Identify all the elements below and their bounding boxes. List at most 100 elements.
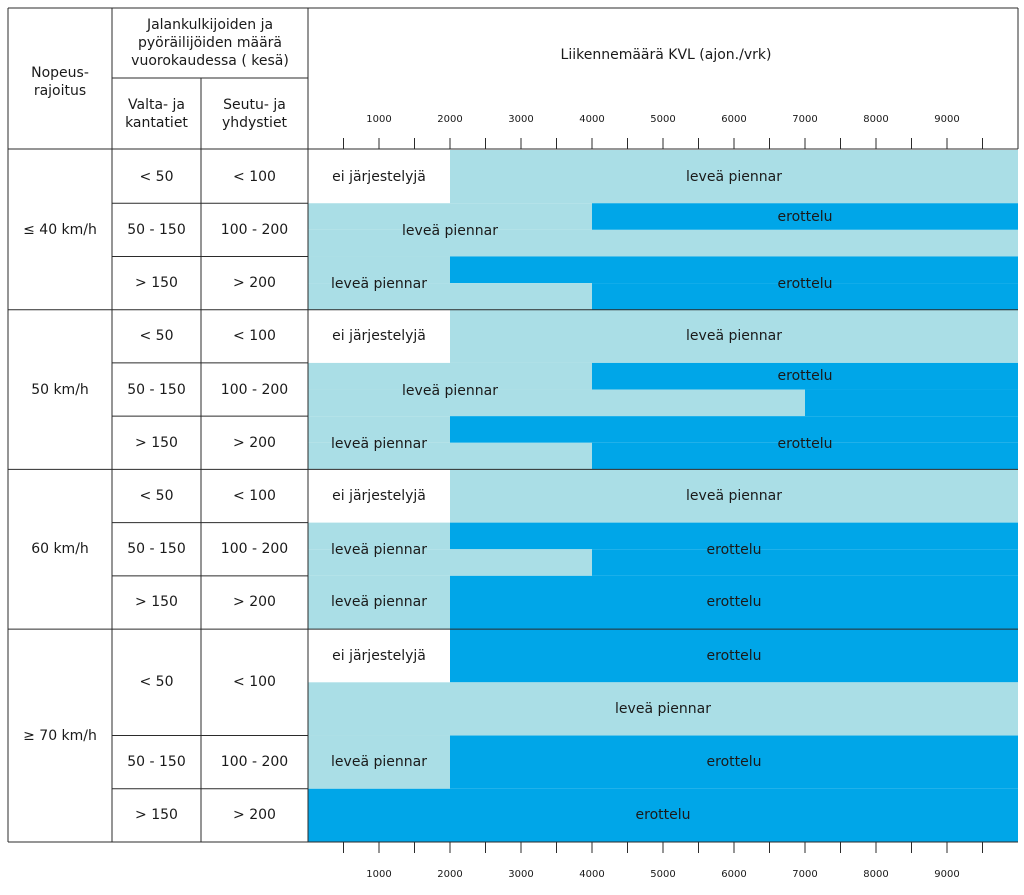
segment-shoulder xyxy=(308,442,592,470)
segment-separation xyxy=(450,416,1018,443)
header-regional-roads: Seutu- ja yhdystiet xyxy=(221,97,288,131)
main-road-count: > 150 xyxy=(135,807,178,824)
tick-label-bottom: 1000 xyxy=(366,869,392,880)
tick-label-bottom: 8000 xyxy=(863,869,889,880)
tick-label-bottom: 4000 xyxy=(579,869,605,880)
main-road-count: 50 - 150 xyxy=(127,381,186,398)
segment-label-none: ei järjestelyjä xyxy=(332,168,426,185)
tick-label-top: 7000 xyxy=(792,114,818,125)
header-main-roads: Valta- ja kantatiet xyxy=(125,97,188,131)
segment-label-merged: erottelu xyxy=(777,276,833,293)
segment-none xyxy=(308,309,450,363)
segment-shoulder xyxy=(308,522,450,550)
segment-none xyxy=(308,629,450,683)
segment-label-shoulder: leveä piennar xyxy=(686,488,782,504)
segment-label-merged: erottelu xyxy=(706,542,762,559)
segment-label-separation: erottelu xyxy=(706,594,762,611)
segment-separation xyxy=(592,203,1018,230)
speed-limit-label: 60 km/h xyxy=(31,541,89,558)
segment-shoulder xyxy=(308,229,1018,257)
tick-label-bottom: 2000 xyxy=(437,869,463,880)
segment-label-shoulder: leveä piennar xyxy=(331,754,427,771)
segment-label-shoulder: leveä piennar xyxy=(686,168,782,185)
segment-shoulder xyxy=(308,575,450,630)
segment-label-separation: erottelu xyxy=(635,807,691,824)
segment-label-shoulder: leveä piennar xyxy=(686,328,782,345)
segment-label-shoulder: leveä piennar xyxy=(615,700,711,717)
segment-separation xyxy=(592,283,1018,310)
header-ped-count: Jalankulkijoiden ja pyöräilijöiden määrä… xyxy=(131,17,289,69)
tick-label-top: 5000 xyxy=(650,114,676,125)
speed-limit-label: ≥ 70 km/h xyxy=(23,727,97,744)
segment-none xyxy=(308,150,450,204)
chart-title: Liikennemäärä KVL (ajon./vrk) xyxy=(560,47,772,63)
segment-label-merged: leveä piennar xyxy=(402,382,498,399)
segment-none xyxy=(308,469,450,523)
segment-shoulder xyxy=(308,389,805,417)
main-road-count: > 150 xyxy=(135,594,178,611)
regional-road-count: 100 - 200 xyxy=(220,541,289,558)
segment-separation xyxy=(450,522,1018,550)
segment-shoulder xyxy=(308,735,450,789)
regional-road-count: 100 - 200 xyxy=(220,754,289,771)
segment-shoulder xyxy=(450,309,1018,363)
main-road-count: 50 - 150 xyxy=(127,221,186,238)
regional-road-count: 100 - 200 xyxy=(220,381,289,398)
segment-shoulder xyxy=(308,283,592,310)
header-speed: Nopeus- rajoitus xyxy=(31,65,89,99)
main-road-count: > 150 xyxy=(135,434,178,451)
segment-separation xyxy=(592,442,1018,470)
segment-label-none: ei järjestelyjä xyxy=(332,488,426,504)
tick-label-top: 2000 xyxy=(437,114,463,125)
main-road-count: > 150 xyxy=(135,275,178,292)
tick-label-bottom: 3000 xyxy=(508,869,534,880)
segment-shoulder xyxy=(308,682,1018,736)
regional-road-count: < 100 xyxy=(233,328,276,345)
segment-label-merged: erottelu xyxy=(777,435,833,452)
main-road-count: < 50 xyxy=(139,168,174,185)
segment-separation xyxy=(805,389,1018,417)
regional-road-count: > 200 xyxy=(233,594,276,611)
segment-shoulder xyxy=(450,150,1018,204)
tick-label-bottom: 6000 xyxy=(721,869,747,880)
tick-label-top: 8000 xyxy=(863,114,889,125)
regional-road-count: < 100 xyxy=(233,674,276,691)
tick-label-top: 9000 xyxy=(934,114,960,125)
tick-label-top: 4000 xyxy=(579,114,605,125)
speed-limit-label: 50 km/h xyxy=(31,381,89,398)
segment-shoulder xyxy=(308,362,592,390)
regional-road-count: > 200 xyxy=(233,275,276,292)
segment-shoulder xyxy=(308,256,450,284)
main-road-count: < 50 xyxy=(139,488,174,504)
tick-label-bottom: 7000 xyxy=(792,869,818,880)
segment-label-separation: erottelu xyxy=(777,368,833,385)
segment-shoulder xyxy=(450,469,1018,523)
main-road-count: 50 - 150 xyxy=(127,754,186,771)
segment-label-separation: erottelu xyxy=(777,208,833,225)
segment-separation xyxy=(592,362,1018,390)
segment-separation xyxy=(450,575,1018,630)
regional-road-count: 100 - 200 xyxy=(220,221,289,238)
segment-label-merged: leveä piennar xyxy=(331,542,427,559)
segment-separation xyxy=(308,788,1018,842)
tick-label-top: 1000 xyxy=(366,114,392,125)
regional-road-count: < 100 xyxy=(233,168,276,185)
segment-label-merged: leveä piennar xyxy=(331,435,427,452)
segment-label-shoulder: leveä piennar xyxy=(331,594,427,611)
segment-separation xyxy=(450,256,1018,284)
segment-label-separation: erottelu xyxy=(706,647,762,664)
segment-shoulder xyxy=(308,203,592,230)
main-road-count: < 50 xyxy=(139,328,174,345)
segment-shoulder xyxy=(308,416,450,443)
segment-separation xyxy=(450,735,1018,789)
segment-label-separation: erottelu xyxy=(706,754,762,771)
segment-separation xyxy=(592,549,1018,576)
segment-shoulder xyxy=(308,549,592,576)
tick-label-top: 3000 xyxy=(508,114,534,125)
segment-label-none: ei järjestelyjä xyxy=(332,647,426,664)
segment-label-merged: leveä piennar xyxy=(402,222,498,239)
regional-road-count: < 100 xyxy=(233,488,276,504)
tick-label-bottom: 9000 xyxy=(934,869,960,880)
regional-road-count: > 200 xyxy=(233,807,276,824)
